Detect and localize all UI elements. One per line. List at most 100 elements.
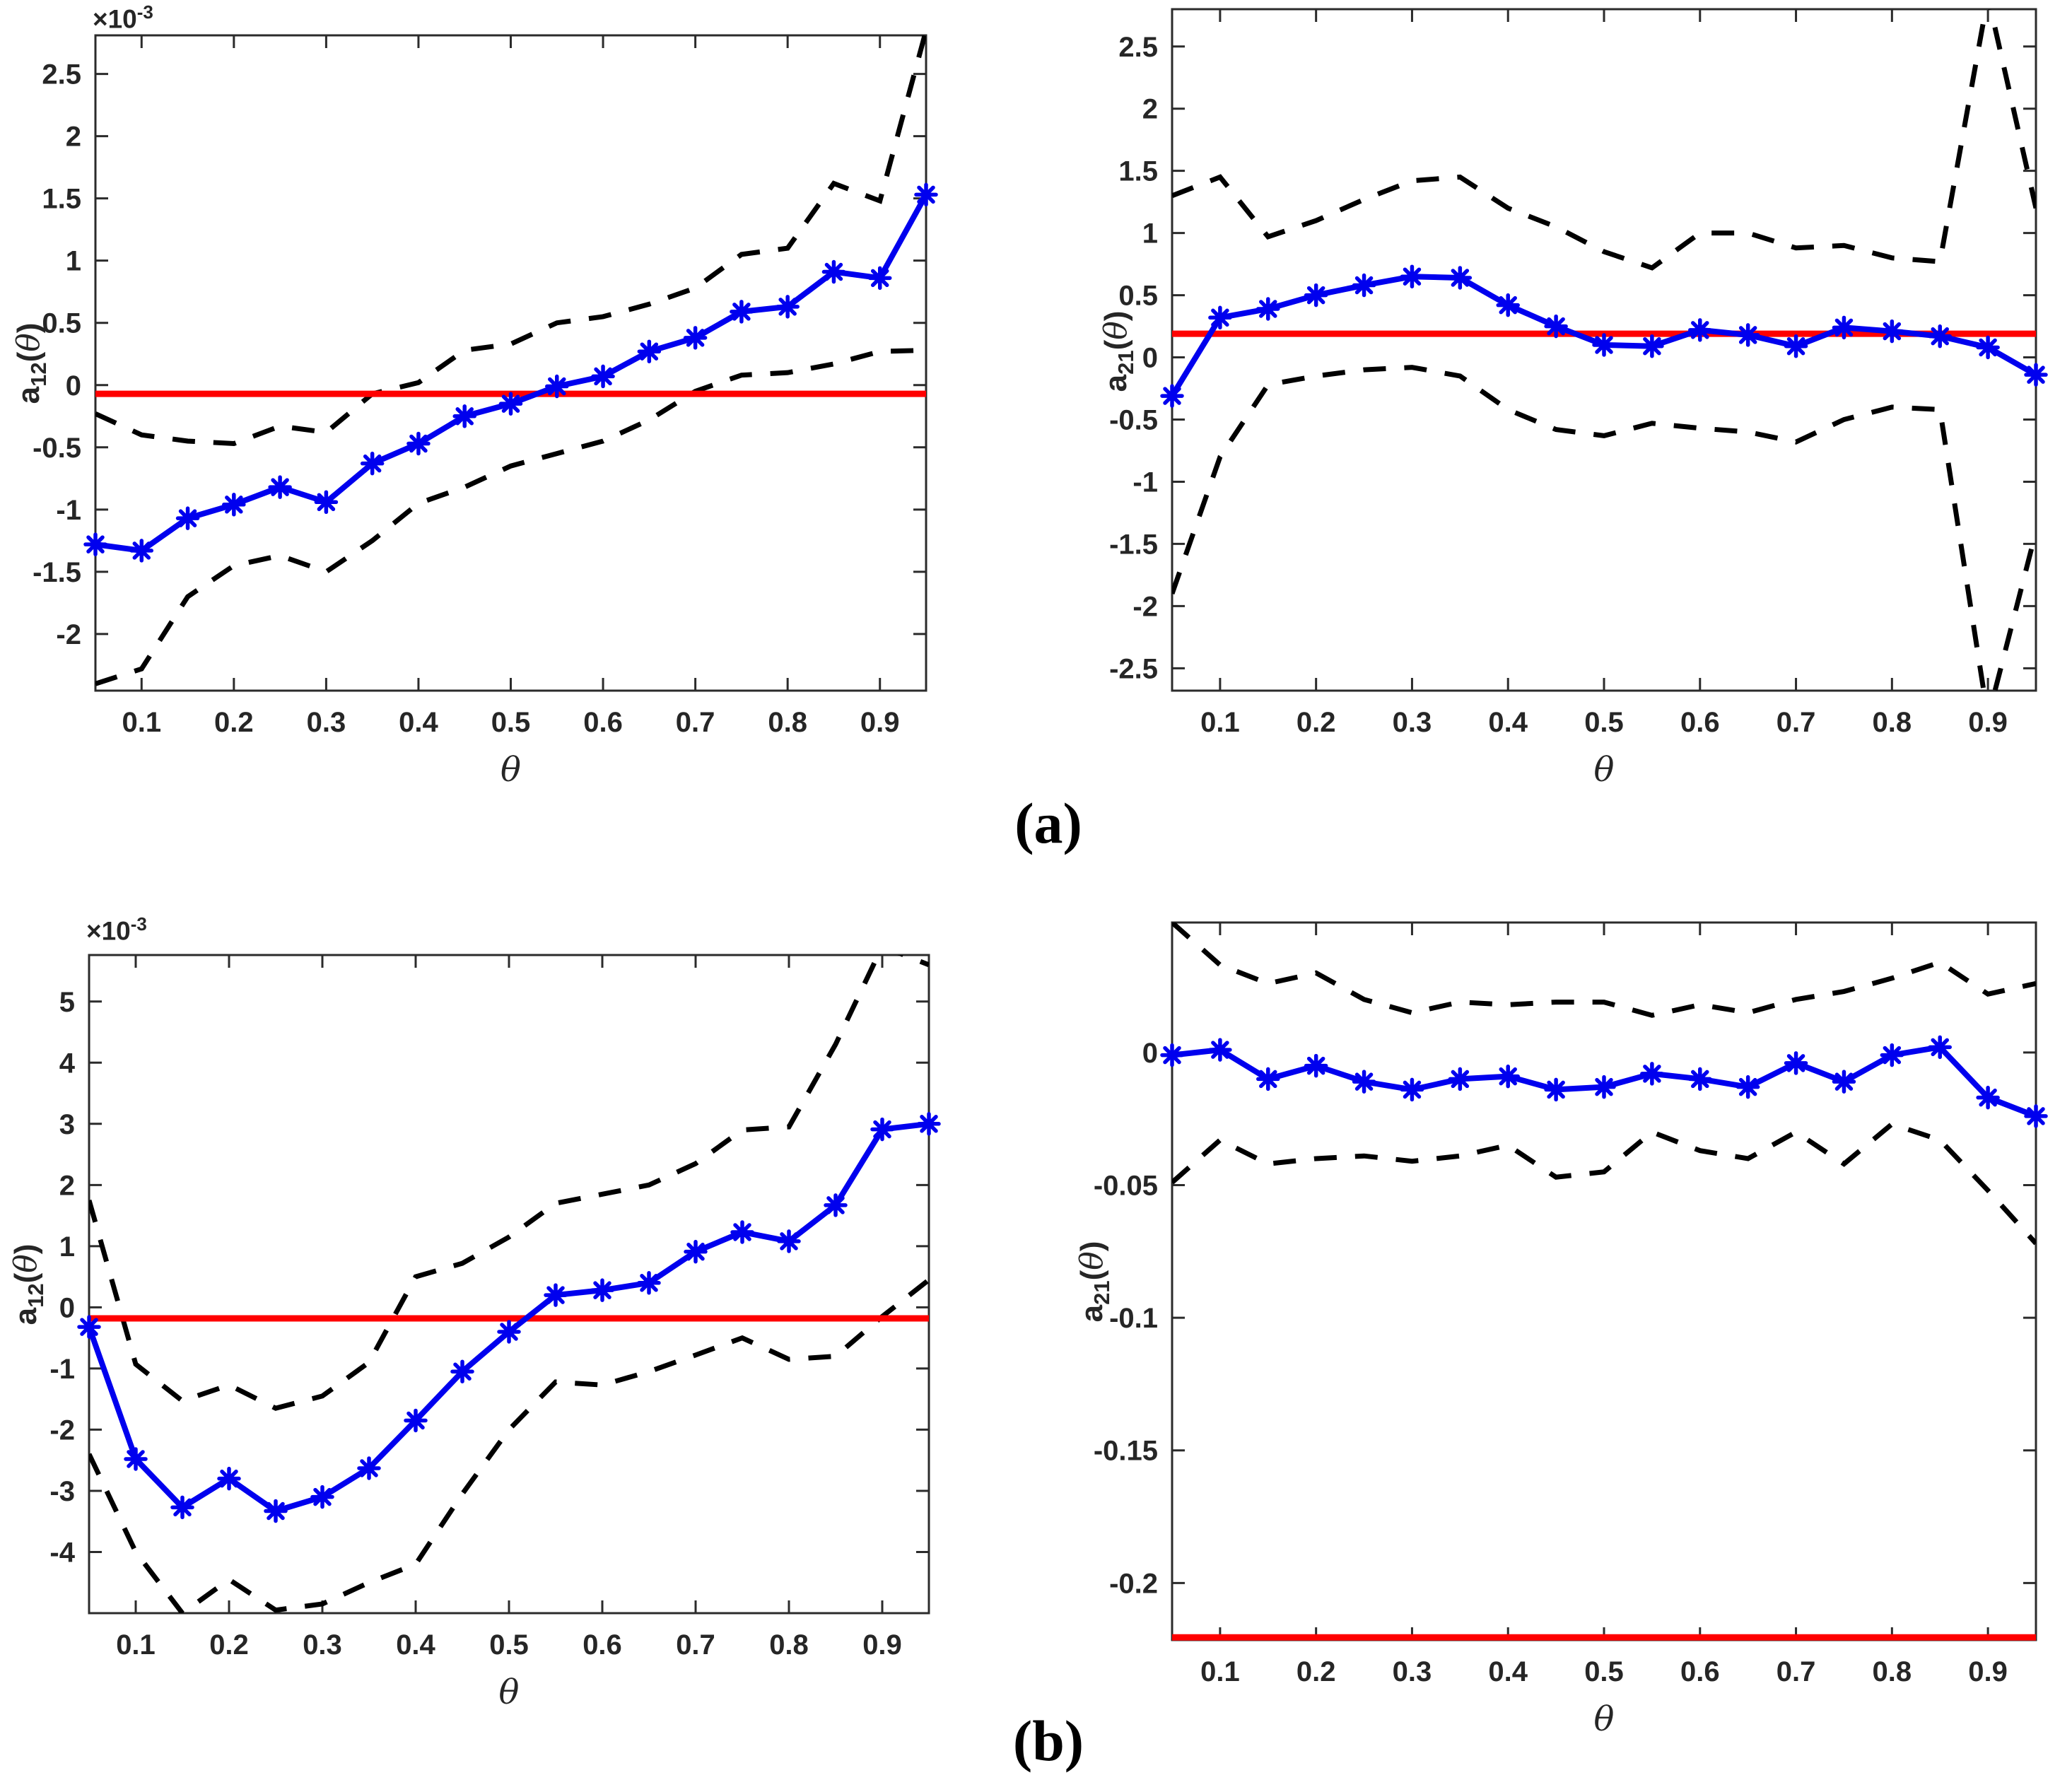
y-tick-label: -0.1	[1109, 1303, 1158, 1334]
y-tick-label: -2.5	[1109, 653, 1158, 684]
x-tick-label: 0.8	[769, 1629, 809, 1661]
x-tick-label: 0.2	[1297, 1656, 1336, 1687]
y-tick-label: 2.5	[1118, 32, 1158, 63]
y-tick-label: -0.05	[1094, 1170, 1158, 1201]
x-tick-label: 0.5	[491, 707, 531, 738]
y-tick-label: -0.2	[1109, 1568, 1158, 1599]
x-tick-label: 0.1	[1200, 1656, 1240, 1687]
x-tick-label: 0.8	[1873, 1656, 1912, 1687]
x-tick-label: 0.3	[1393, 1656, 1432, 1687]
y-exponent-label-a12-panel-a: ×10-3	[93, 1, 153, 34]
estimate-markers	[77, 1112, 941, 1523]
x-tick-label: 0.4	[396, 1629, 435, 1661]
estimate-markers	[1160, 264, 2048, 408]
y-tick-label: -1	[49, 1354, 75, 1385]
y-tick-label: 0.5	[42, 308, 81, 339]
axes-box	[1171, 921, 2037, 1641]
x-tick-label: 0.1	[122, 707, 161, 738]
x-tick-label: 0.6	[583, 707, 623, 738]
x-tick-label: 0.5	[489, 1629, 529, 1661]
y-tick-label: 0	[1142, 343, 1158, 374]
x-tick-label: 0.4	[1488, 707, 1528, 738]
chart-a12-panel-a: 0.1 0.2 0.3 0.4 0.5 0.6 0.7 0.8 0.9 -2 -1.5 -1 -0.5 0…	[33, 34, 938, 790]
y-tick-label: 4	[59, 1048, 76, 1079]
x-tick-label: 0.3	[303, 1629, 342, 1661]
upper-band-line	[1172, 9, 2036, 271]
upper-band-line	[1172, 923, 2036, 1018]
x-tick-label: 0.8	[768, 707, 807, 738]
axes-box	[88, 954, 930, 1615]
y-tick-label: -2	[56, 619, 81, 650]
x-tick-label: 0.6	[583, 1629, 622, 1661]
x-tick-label: 0.5	[1584, 1656, 1624, 1687]
y-tick-label: -4	[49, 1537, 75, 1568]
y-axis-label-a12-panel-b: a12(θ)	[8, 1243, 48, 1325]
x-tick-label: 0.7	[676, 707, 715, 738]
y-tick-label: 0	[1142, 1038, 1158, 1069]
y-tick-label: 2	[66, 122, 81, 153]
x-tick-label: 0.6	[1680, 707, 1720, 738]
y-tick-label: 5	[59, 987, 75, 1018]
y-tick-label: -0.5	[33, 433, 81, 464]
y-tick-label: -1	[1132, 467, 1158, 498]
y-tick-label: 1	[66, 246, 81, 277]
estimate-markers	[83, 182, 938, 563]
y-tick-label: -0.15	[1094, 1436, 1158, 1467]
x-tick-label: 0.9	[862, 1629, 902, 1661]
y-tick-label: -0.5	[1109, 405, 1158, 436]
y-tick-label: 2.5	[42, 59, 81, 90]
x-tick-label: 0.2	[214, 707, 254, 738]
y-tick-label: -3	[49, 1476, 75, 1507]
y-tick-label: -1.5	[1109, 529, 1158, 560]
x-axis-label: θ	[1594, 1699, 1615, 1739]
x-tick-label: 0.4	[399, 707, 438, 738]
panel-label-b: (b)	[1012, 1709, 1084, 1773]
x-tick-label: 0.7	[1777, 707, 1816, 738]
lower-band-line	[1172, 365, 2036, 691]
x-tick-label: 0.3	[1393, 707, 1432, 738]
x-tick-label: 0.8	[1873, 707, 1912, 738]
x-tick-label: 0.2	[209, 1629, 249, 1661]
y-tick-label: -1	[56, 495, 81, 526]
y-tick-label: 2	[1142, 94, 1158, 125]
x-tick-label: 0.4	[1488, 1656, 1528, 1687]
x-tick-label: 0.9	[1968, 707, 2008, 738]
y-exponent-label-a12-panel-b: ×10-3	[86, 913, 147, 946]
x-axis-label: θ	[501, 750, 521, 790]
y-tick-label: 0.5	[1118, 281, 1158, 312]
x-axis-label: θ	[499, 1673, 520, 1712]
band-group	[95, 35, 926, 686]
y-tick-label: 1.5	[1118, 156, 1158, 187]
x-tick-label: 0.1	[1200, 707, 1240, 738]
axes-box	[94, 34, 927, 692]
chart-a21-panel-a: 0.1 0.2 0.3 0.4 0.5 0.6 0.7 0.8 0.9 -2.5 -2 -1.5 -1 -…	[1109, 8, 2048, 790]
y-tick-label: 0	[66, 370, 81, 402]
estimate-markers	[1160, 1035, 2048, 1128]
lower-band-line	[95, 347, 926, 686]
y-tick-label: -1.5	[33, 557, 81, 588]
x-tick-label: 0.9	[860, 707, 900, 738]
x-tick-label: 0.1	[116, 1629, 156, 1661]
y-tick-label: 1	[59, 1231, 75, 1263]
y-tick-label: 0	[59, 1292, 75, 1323]
x-tick-label: 0.6	[1680, 1656, 1720, 1687]
y-tick-label: -2	[1132, 591, 1158, 622]
chart-a21-panel-b: 0.1 0.2 0.3 0.4 0.5 0.6 0.7 0.8 0.9 -0.2 -0.15 -0.1…	[1094, 921, 2048, 1739]
lower-band-line	[89, 1277, 929, 1613]
x-tick-label: 0.7	[1777, 1656, 1816, 1687]
y-axis-label-a21-panel-a: a21(θ)	[1098, 310, 1138, 392]
x-tick-label: 0.7	[676, 1629, 715, 1661]
y-axis-label-a12-panel-a: a12(θ)	[11, 322, 51, 404]
upper-band-line	[95, 35, 926, 447]
x-tick-label: 0.5	[1584, 707, 1624, 738]
chart-a12-panel-b: 0.1 0.2 0.3 0.4 0.5 0.6 0.7 0.8 0.9 -4 -3 -2 -1 0 1 2 3 4…	[49, 954, 941, 1712]
y-tick-label: 1.5	[42, 184, 81, 215]
y-tick-label: 2	[59, 1170, 75, 1201]
upper-band-line	[89, 955, 929, 1411]
x-tick-label: 0.3	[307, 707, 346, 738]
estimate-line	[95, 193, 929, 554]
x-axis-label: θ	[1594, 750, 1615, 790]
x-tick-label: 0.2	[1297, 707, 1336, 738]
x-tick-label: 0.9	[1968, 1656, 2008, 1687]
